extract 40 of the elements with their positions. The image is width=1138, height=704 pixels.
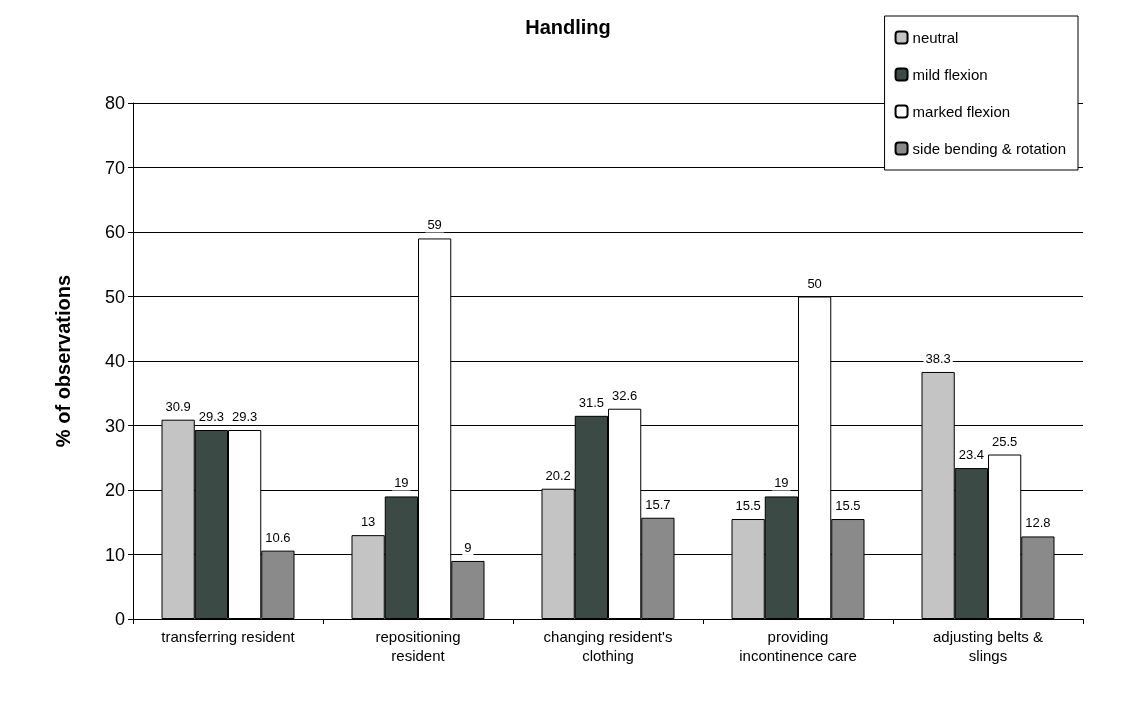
data-label: 50 xyxy=(807,275,822,291)
data-label: 15.5 xyxy=(735,498,761,514)
x-tick-label: providing incontinence care xyxy=(739,628,857,664)
data-label: 10.6 xyxy=(265,529,291,545)
x-tick-label: changing resident's clothing xyxy=(543,628,673,664)
data-label: 9 xyxy=(464,539,472,555)
data-label: 20.2 xyxy=(545,467,571,483)
x-tick-label: adjusting belts & slings xyxy=(932,628,1044,664)
data-label: 19 xyxy=(394,475,409,491)
data-label: 15.7 xyxy=(645,496,671,512)
y-tick-label: 50 xyxy=(104,286,125,307)
data-label: 13 xyxy=(360,514,376,530)
data-label: 12.8 xyxy=(1025,515,1051,531)
y-axis-title: % of observations xyxy=(52,274,74,448)
data-label: 38.3 xyxy=(925,350,951,366)
y-tick-label: 30 xyxy=(104,415,125,436)
y-tick-label: 80 xyxy=(104,93,125,113)
legend-label: mild flexion xyxy=(912,66,988,83)
chart-title: Handling xyxy=(525,16,611,38)
y-tick-label: 20 xyxy=(104,480,125,500)
y-tick-label: 70 xyxy=(104,157,125,178)
legend-label: neutral xyxy=(912,29,959,46)
y-tick-label: 0 xyxy=(114,609,125,629)
data-label: 59 xyxy=(427,217,442,233)
data-label: 30.9 xyxy=(165,398,191,414)
x-tick-label: transferring resident xyxy=(161,628,296,645)
y-tick-label: 40 xyxy=(104,351,125,371)
data-label: 29.3 xyxy=(231,409,258,425)
y-tick-label: 10 xyxy=(104,544,125,565)
data-label: 23.4 xyxy=(958,447,985,463)
legend-label: marked flexion xyxy=(912,103,1011,120)
data-label: 15.5 xyxy=(835,498,861,514)
data-label: 31.5 xyxy=(578,394,605,410)
data-label: 19 xyxy=(774,475,789,491)
x-tick-label: repositioning resident xyxy=(375,628,461,664)
data-label: 29.3 xyxy=(198,409,225,425)
legend-label: side bending & rotation xyxy=(912,140,1067,157)
y-tick-label: 60 xyxy=(104,222,125,242)
data-label: 32.6 xyxy=(611,387,638,403)
data-label: 25.5 xyxy=(991,433,1018,449)
